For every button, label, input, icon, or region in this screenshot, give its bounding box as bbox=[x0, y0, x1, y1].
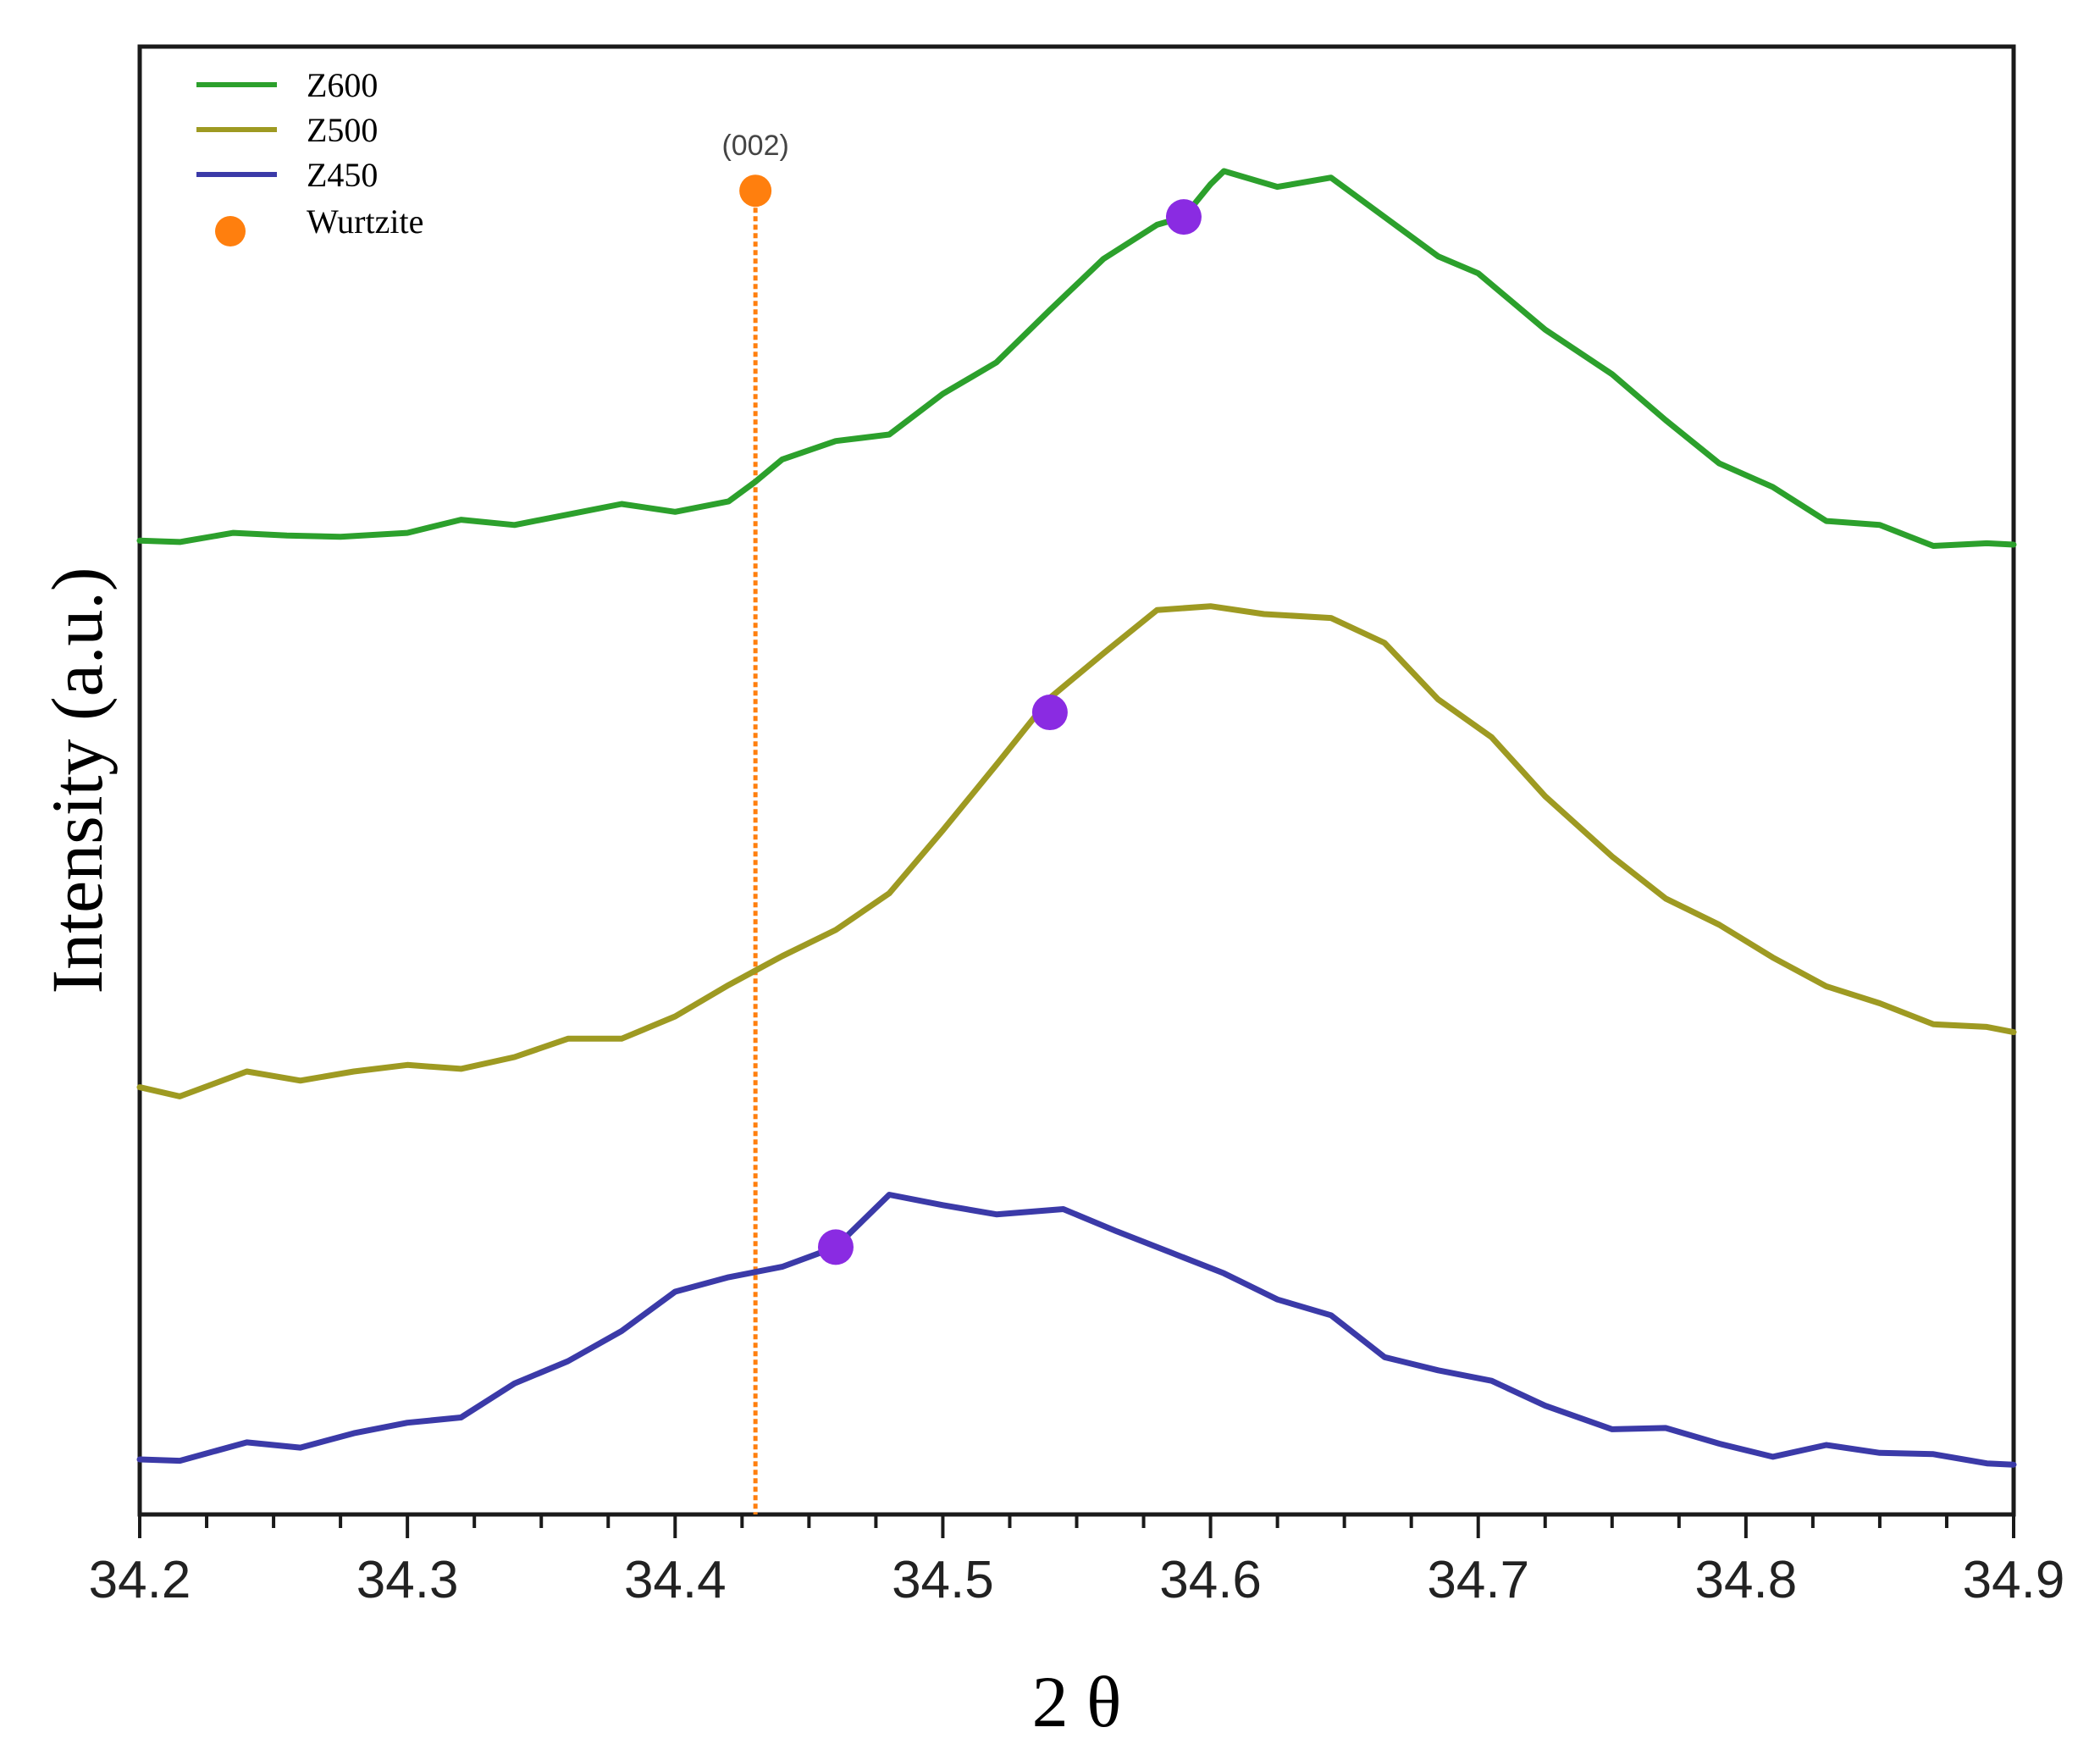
x-axis-ticks: 34.2 34.3 34.4 34.5 34.6 34.7 34.8 34.9 bbox=[89, 1514, 2065, 1609]
x-tick-label: 34.8 bbox=[1695, 1551, 1798, 1609]
series-line-z600 bbox=[136, 168, 2017, 549]
x-tick-label: 34.5 bbox=[892, 1551, 994, 1609]
legend-label-z600: Z600 bbox=[307, 66, 378, 104]
legend-label-wurtzite: Wurtzite bbox=[307, 202, 423, 241]
x-tick-label: 34.9 bbox=[1963, 1551, 2065, 1609]
peak-marker-z600 bbox=[1165, 199, 1202, 235]
series-line-z450 bbox=[136, 1192, 2017, 1468]
reference-lines: (002) bbox=[721, 130, 789, 1514]
reference-marker-wurtzite bbox=[739, 174, 772, 208]
x-tick-label: 34.4 bbox=[624, 1551, 727, 1609]
series-line-z500 bbox=[136, 603, 2017, 1099]
legend-marker-wurtzite bbox=[215, 216, 246, 246]
x-tick-label: 34.6 bbox=[1159, 1551, 1262, 1609]
series-lines bbox=[136, 168, 2017, 1468]
plot-frame bbox=[137, 44, 2016, 1517]
x-tick-label: 34.3 bbox=[356, 1551, 459, 1609]
y-axis-title: Intensity (a.u.) bbox=[36, 567, 118, 994]
legend-label-z450: Z450 bbox=[307, 156, 378, 194]
legend: Z600 Z500 Z450 Wurtzite bbox=[196, 66, 423, 246]
x-tick-label: 34.7 bbox=[1427, 1551, 1529, 1609]
legend-label-z500: Z500 bbox=[307, 111, 378, 149]
x-axis-title: 2 θ bbox=[1032, 1661, 1122, 1742]
peak-marker-z450 bbox=[817, 1229, 854, 1265]
peak-marker-z500 bbox=[1031, 695, 1068, 731]
x-tick-label: 34.2 bbox=[89, 1551, 191, 1609]
peak-markers bbox=[817, 199, 1202, 1265]
reference-label: (002) bbox=[721, 130, 788, 162]
plot-frame-rect bbox=[137, 44, 2016, 1517]
